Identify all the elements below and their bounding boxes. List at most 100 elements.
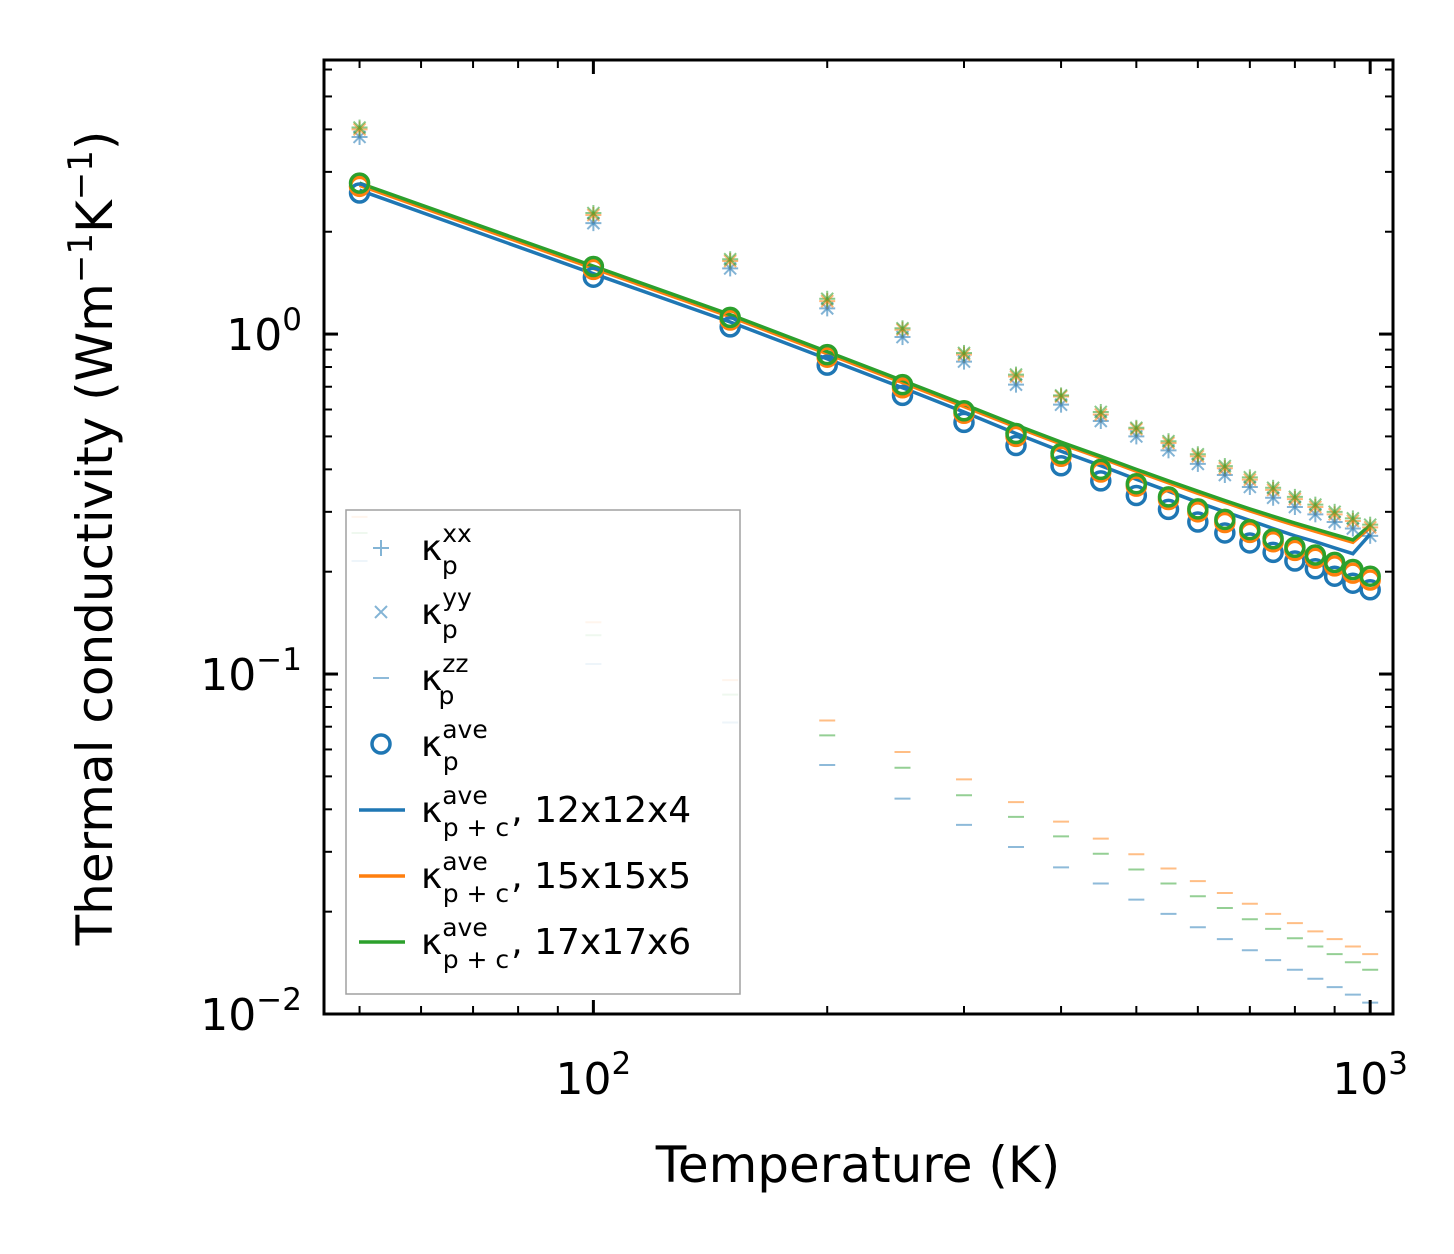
y-axis-title-k: K — [66, 199, 124, 233]
data-point — [1129, 421, 1144, 435]
series-pc-15x15x5 — [358, 183, 1372, 545]
data-point — [348, 182, 371, 204]
data-point — [1243, 472, 1257, 487]
y-tick-label: 100 — [226, 302, 302, 361]
legend-label: κyy p — [421, 583, 472, 644]
data-point — [1262, 541, 1284, 564]
data-point — [1327, 505, 1342, 519]
data-point — [582, 266, 605, 288]
data-point — [1288, 492, 1302, 506]
series-zz-12x12x4 — [351, 560, 1379, 1004]
data-point — [1218, 459, 1232, 473]
data-point — [1090, 458, 1112, 481]
y-axis-title-end: ) — [66, 131, 124, 151]
legend-item: κxx p — [373, 519, 472, 580]
x-tick-label: 102 — [556, 1046, 632, 1105]
data-point — [586, 206, 601, 220]
data-point — [1054, 388, 1068, 403]
legend-label: κxx p — [421, 519, 472, 580]
data-point — [1239, 518, 1261, 541]
data-point — [1359, 578, 1381, 601]
data-point — [1214, 522, 1236, 544]
x-axis-title: Temperature (K) — [655, 1136, 1060, 1194]
data-point — [1157, 486, 1180, 508]
data-point — [1308, 500, 1323, 514]
legend-label: κave p + c, 12x12x4 — [421, 781, 691, 842]
legend-item: κave p + c, 12x12x4 — [359, 781, 691, 842]
y-axis-title: Thermal conductivity (Wm−1K−1) — [61, 131, 124, 947]
axis-tick-labels: 102 103 10−2 10−1 100 — [200, 302, 1408, 1105]
data-point — [1090, 470, 1112, 492]
legend-label: κave p + c, 17x17x6 — [421, 913, 691, 974]
y-axis-title-main: Thermal conductivity (Wm — [66, 283, 124, 946]
y-axis-title-exp1: −1 — [61, 233, 101, 283]
legend-label: κzz p — [421, 649, 468, 710]
data-point — [1243, 470, 1257, 485]
data-point — [1125, 484, 1148, 507]
data-point — [352, 122, 367, 137]
data-point — [895, 321, 910, 335]
data-point — [1187, 498, 1209, 520]
data-point — [1288, 490, 1302, 504]
data-point — [1050, 442, 1072, 465]
data-point — [1304, 544, 1327, 566]
data-point — [1284, 550, 1306, 572]
data-point — [1005, 434, 1027, 457]
series-ave-17x17x6 — [348, 172, 1381, 587]
data-point — [1346, 511, 1360, 526]
data-point — [1363, 517, 1377, 532]
data-point — [1262, 528, 1284, 550]
series-line — [358, 188, 1372, 556]
data-point — [891, 373, 914, 396]
data-point — [1266, 481, 1280, 495]
data-point — [1218, 461, 1232, 475]
data-point — [820, 294, 834, 308]
data-point — [1161, 434, 1176, 448]
series-line — [358, 181, 1372, 542]
data-point — [1161, 436, 1176, 450]
data-point — [1191, 449, 1205, 464]
legend-circle-marker — [370, 733, 392, 755]
legend-item: κzz p — [373, 649, 468, 710]
data-point — [719, 316, 741, 338]
plot-area — [348, 119, 1381, 1004]
data-point — [1094, 407, 1108, 422]
data-point — [1009, 367, 1023, 382]
data-point — [1363, 520, 1377, 535]
series-pc-17x17x6 — [358, 181, 1372, 542]
data-point — [820, 292, 834, 306]
legend-item: κave p + c, 15x15x5 — [359, 847, 691, 908]
data-point — [1346, 514, 1360, 528]
data-point — [1005, 422, 1027, 445]
axes-frame — [322, 58, 1395, 1016]
data-point — [586, 208, 601, 222]
legend-box — [345, 509, 741, 995]
legend-label: κave p + c, 15x15x5 — [421, 847, 691, 908]
data-point — [1125, 472, 1148, 495]
legend-item: κyy p — [374, 583, 472, 644]
data-point — [1050, 454, 1072, 477]
data-point — [895, 323, 910, 337]
data-point — [1094, 405, 1108, 419]
y-axis-title-exp2: −1 — [61, 150, 101, 200]
data-point — [1327, 507, 1342, 522]
data-point — [723, 252, 737, 266]
data-point — [957, 346, 971, 360]
data-point — [348, 172, 371, 194]
data-point — [1266, 483, 1280, 497]
data-point — [816, 343, 838, 366]
data-point — [816, 354, 838, 376]
series-yy-12x12x4 — [352, 130, 1377, 543]
data-point — [1308, 497, 1323, 512]
legend-plus-marker — [373, 540, 389, 556]
data-point — [1323, 551, 1346, 574]
y-tick-label: 10−1 — [200, 642, 302, 701]
data-point — [1284, 536, 1306, 559]
legend-x-marker — [374, 605, 388, 619]
data-point — [719, 306, 741, 329]
series-yy-17x17x6 — [352, 120, 1377, 532]
data-point — [1009, 369, 1023, 384]
data-point — [953, 399, 975, 422]
data-point — [352, 120, 367, 135]
data-point — [1191, 447, 1205, 461]
